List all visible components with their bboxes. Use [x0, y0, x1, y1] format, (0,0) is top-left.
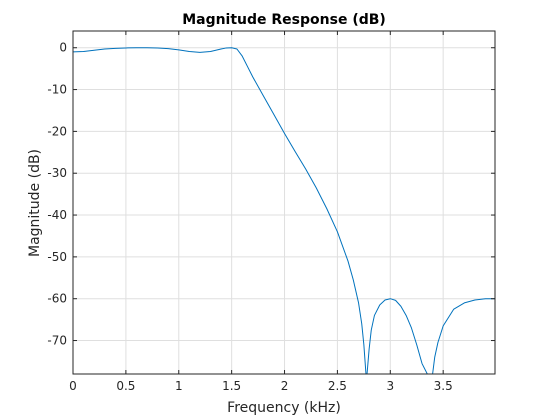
- x-axis-label: Frequency (kHz): [227, 400, 341, 416]
- y-axis-ticks: 0 -10 -20 -30 -40 -50 -60 -70: [47, 41, 495, 348]
- chart-title: Magnitude Response (dB): [182, 12, 386, 28]
- y-axis-label: Magnitude (dB): [27, 149, 43, 257]
- axes-frame: [72, 30, 496, 375]
- x-tick-label: 0: [69, 379, 77, 393]
- x-tick-label: 3.5: [434, 379, 453, 393]
- y-tick-label: -10: [47, 83, 67, 97]
- x-tick-label: 2.5: [328, 379, 347, 393]
- series-group: [73, 47, 495, 374]
- y-tick-label: -60: [47, 292, 67, 306]
- plot-area: [72, 30, 496, 375]
- x-tick-label: 1.5: [222, 379, 241, 393]
- x-axis-ticks: 0 0.5 1 1.5 2 2.5 3 3.5: [69, 31, 453, 393]
- x-tick-label: 3: [386, 379, 394, 393]
- y-tick-label: -40: [47, 208, 67, 222]
- y-tick-label: 0: [59, 41, 67, 55]
- y-tick-label: -70: [47, 334, 67, 348]
- x-tick-label: 2: [281, 379, 289, 393]
- y-tick-label: -50: [47, 250, 67, 264]
- x-tick-label: 0.5: [116, 379, 135, 393]
- x-tick-label: 1: [175, 379, 183, 393]
- magnitude-response-line: [73, 47, 495, 374]
- y-tick-label: -30: [47, 166, 67, 180]
- y-tick-label: -20: [47, 124, 67, 138]
